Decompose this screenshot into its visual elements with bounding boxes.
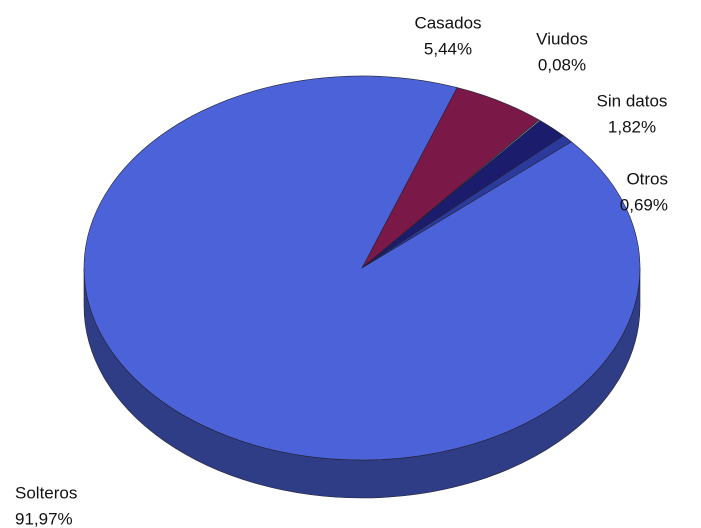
slice-value-label: 1,82%: [608, 117, 656, 136]
slice-value-label: 0,08%: [538, 55, 586, 74]
slice-label: Otros: [626, 169, 668, 188]
slice-value-label: 0,69%: [620, 195, 668, 214]
pie-slice: [83, 75, 641, 461]
slice-label: Sin datos: [597, 91, 668, 110]
slice-value-label: 91,97%: [15, 509, 73, 528]
slice-label: Viudos: [536, 29, 588, 48]
slice-label: Casados: [414, 13, 481, 32]
slice-value-label: 5,44%: [424, 39, 472, 58]
slice-label: Solteros: [15, 483, 77, 502]
